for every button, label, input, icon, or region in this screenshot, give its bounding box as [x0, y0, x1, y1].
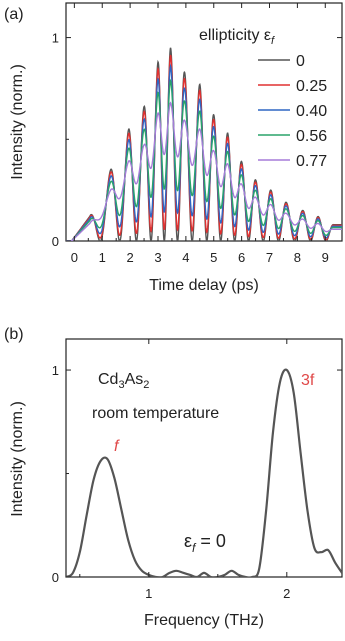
panel-a-x-tick-label: 1	[99, 250, 106, 265]
panel-a-legend: 0 0.25 0.40 0.56 0.77	[258, 53, 327, 170]
panel-a-series-group	[66, 47, 342, 241]
panel-b-plot-frame	[65, 338, 343, 578]
panel-b-ellipticity-annotation: εf = 0	[184, 531, 226, 555]
panel-a-legend-label: 0.77	[296, 153, 327, 170]
panel-b-peak-3f-label: 3f	[301, 372, 315, 389]
panel-b-y-axis-label: Intensity (norm.)	[9, 401, 26, 517]
panel-a-x-tick-label: 8	[294, 250, 301, 265]
panel-b-x-axis-label: Frequency (THz)	[144, 612, 264, 629]
panel-b-y-tick-label: 0	[52, 570, 59, 585]
panel-b-y-ticks: 01	[52, 363, 342, 585]
panel-b-condition-annotation: room temperature	[92, 405, 219, 422]
panel-a-plot-frame	[65, 2, 343, 242]
panel-a-legend-title: ellipticity εf	[199, 27, 275, 47]
panel-a-x-ticks: 0 1 2 3 4 5 6 7 8 9	[71, 3, 329, 265]
panel-a-x-tick-label: 7	[266, 250, 273, 265]
panel-a-series-3	[66, 78, 342, 241]
panel-b-peak-f-label: f	[114, 438, 120, 455]
panel-a-y-tick-label: 0	[52, 234, 59, 249]
panel-a-x-tick-label: 0	[71, 250, 78, 265]
panel-b-x-tick-label: 2	[283, 586, 290, 601]
panel-b-x-tick-label: 1	[145, 586, 152, 601]
panel-a-y-ticks: 01	[52, 31, 342, 249]
panel-a-legend-label: 0	[296, 53, 305, 70]
panel-a-y-axis-label: Intensity (norm.)	[9, 64, 26, 180]
panel-a-x-tick-label: 4	[182, 250, 189, 265]
panel-b-material-annotation: Cd3As2	[98, 371, 149, 391]
panel-a-x-tick-label: 3	[154, 250, 161, 265]
panel-a-x-tick-label: 2	[127, 250, 134, 265]
panel-b-series-0	[66, 368, 342, 577]
panel-b-series-group	[66, 368, 342, 577]
panel-a-x-tick-label: 6	[238, 250, 245, 265]
panel-a-legend-label: 0.25	[296, 78, 327, 95]
panel-a-y-tick-label: 1	[52, 31, 59, 46]
panel-b-label: (b)	[4, 326, 24, 343]
panel-a-series-4	[66, 101, 342, 241]
panel-a-label: (a)	[4, 6, 24, 23]
panel-a-legend-label: 0.56	[296, 128, 327, 145]
panel-a-legend-label: 0.40	[296, 103, 327, 120]
panel-a-x-axis-label: Time delay (ps)	[149, 277, 259, 294]
panel-a-x-tick-label: 9	[322, 250, 329, 265]
panel-b-y-tick-label: 1	[52, 363, 59, 378]
panel-a-x-tick-label: 5	[210, 250, 217, 265]
